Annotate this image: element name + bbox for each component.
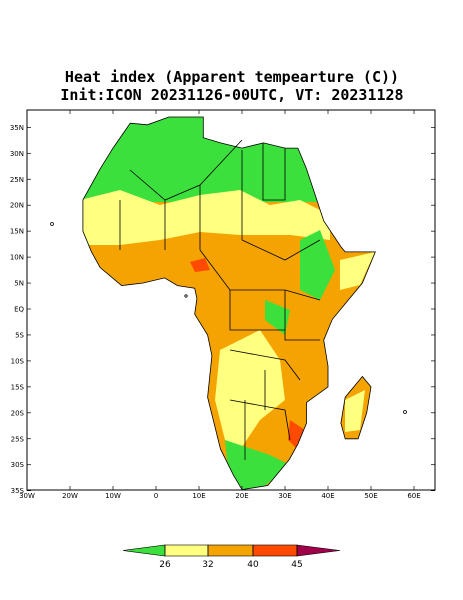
heat-region — [190, 258, 210, 272]
lat-tick-label: 10N — [10, 254, 24, 262]
lat-tick-label: 5N — [14, 280, 24, 288]
title-line: Init:ICON 20231126-00UTC, VT: 20231128 — [60, 86, 403, 104]
heat-region — [82, 117, 376, 202]
lat-tick-label: 35N — [10, 124, 24, 132]
lat-tick-label: 15S — [11, 383, 25, 391]
lat-tick-label: 25S — [11, 435, 25, 443]
lat-tick-label: 5S — [15, 331, 24, 339]
lon-tick-label: 60E — [407, 492, 420, 500]
lon-tick-label: 10W — [105, 492, 121, 500]
lon-tick-label: 10E — [192, 492, 205, 500]
lon-tick-label: 30W — [19, 492, 35, 500]
colorbar-segment — [164, 544, 209, 557]
coastline — [82, 116, 376, 491]
lon-tick-label: 20W — [62, 492, 78, 500]
colorbar-segment — [252, 544, 298, 557]
heat-region — [300, 230, 335, 300]
colorbar-segment — [296, 544, 341, 557]
colorbar-label: 32 — [202, 560, 213, 570]
lat-tick-label: 20S — [11, 409, 25, 417]
lon-tick-label: 0 — [154, 492, 158, 500]
borders — [119, 139, 321, 460]
island — [50, 222, 54, 226]
lon-tick-label: 30E — [278, 492, 291, 500]
lat-tick-label: EQ — [14, 306, 24, 314]
heat-region — [345, 390, 365, 432]
title-line: Heat index (Apparent tempearture (C)) — [65, 68, 399, 86]
lon-tick-label: 20E — [235, 492, 248, 500]
madagascar — [340, 375, 372, 440]
lat-tick-label: 15N — [10, 228, 24, 236]
lat-tick-label: 30N — [10, 150, 24, 158]
island — [403, 410, 407, 414]
heat-region — [225, 440, 290, 490]
island — [184, 294, 188, 298]
colorbar-label: 26 — [159, 560, 171, 570]
lat-tick-label: 30S — [11, 461, 25, 469]
lat-tick-label: 20N — [10, 202, 24, 210]
map-frame — [26, 109, 436, 491]
heat-region — [265, 300, 290, 335]
heat-region — [288, 420, 305, 450]
heat-region — [215, 330, 285, 450]
lon-tick-label: 40E — [321, 492, 334, 500]
colorbar-label: 40 — [247, 560, 259, 570]
colorbar-label: 45 — [291, 560, 302, 570]
heat-region — [340, 252, 375, 290]
colorbar: 26 32 40 45 — [122, 544, 341, 570]
heat-field — [82, 117, 376, 490]
lon-tick-label: 50E — [364, 492, 377, 500]
colorbar-segment — [122, 544, 166, 557]
lat-tick-label: 35S — [11, 487, 25, 495]
lat-tick-label: 25N — [10, 176, 24, 184]
lat-tick-label: 10S — [11, 357, 25, 365]
colorbar-segment — [207, 544, 254, 557]
outline — [50, 116, 407, 491]
heat-region — [82, 190, 330, 245]
